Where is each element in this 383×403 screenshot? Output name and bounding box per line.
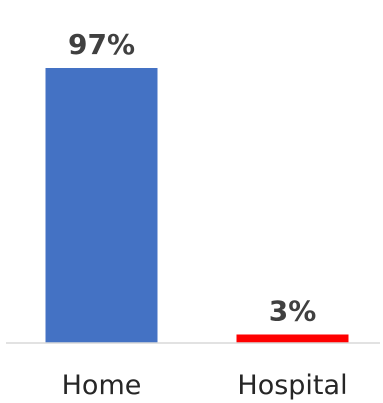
bar-home bbox=[45, 68, 158, 343]
data-label-hospital: 3% bbox=[269, 294, 317, 327]
bar-hospital bbox=[236, 334, 349, 343]
data-label-home: 97% bbox=[68, 28, 135, 61]
labels-layer: 97% Home 3% Hospital bbox=[62, 28, 348, 401]
category-label-hospital: Hospital bbox=[237, 370, 347, 401]
category-label-home: Home bbox=[62, 370, 142, 401]
bars-layer bbox=[45, 68, 349, 343]
